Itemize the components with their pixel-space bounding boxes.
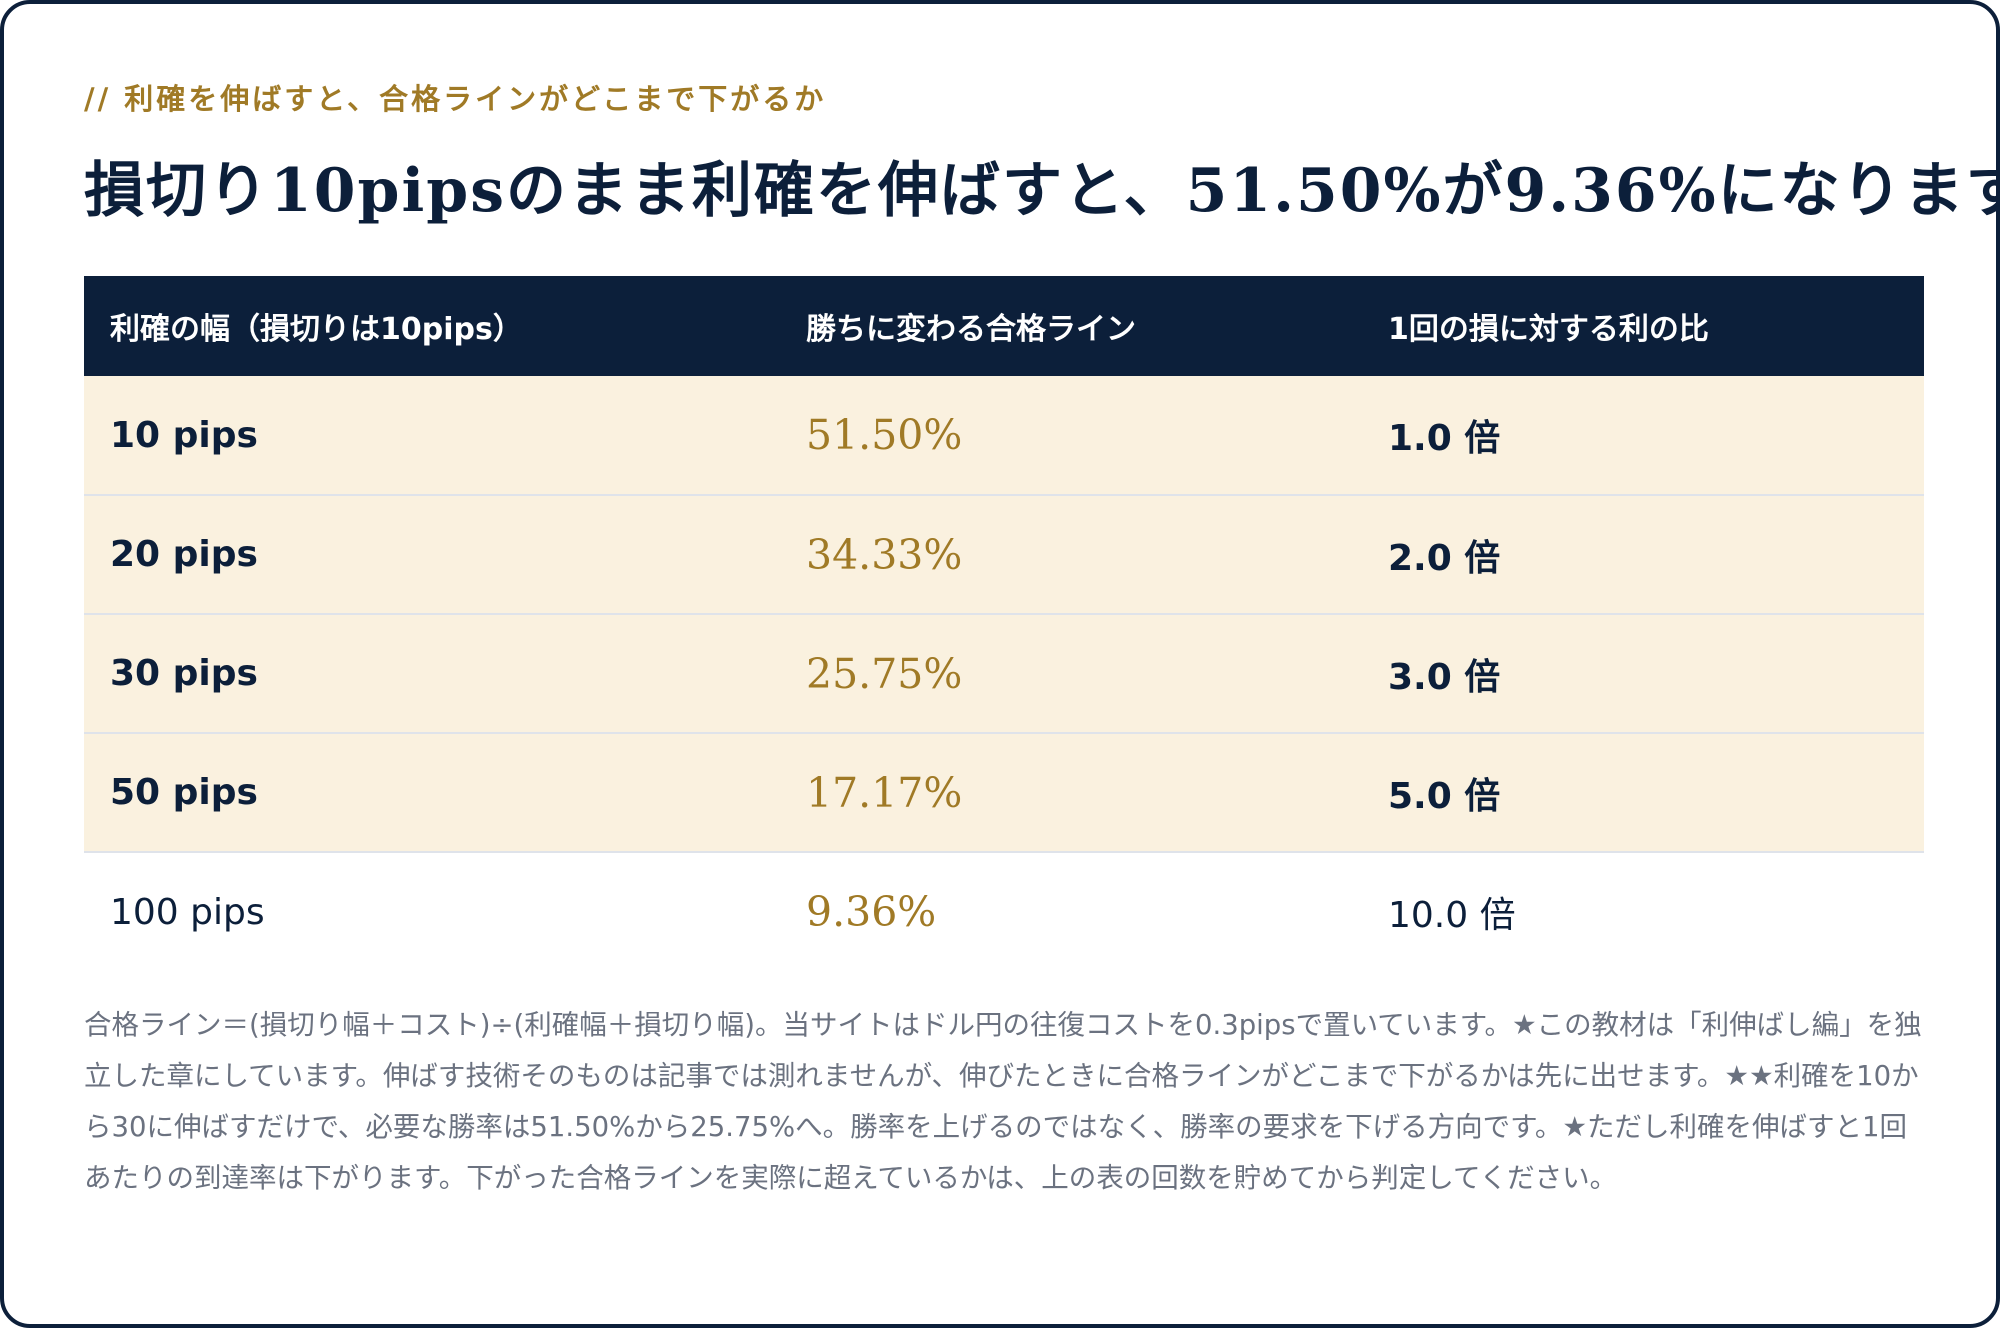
column-header-pass-line: 勝ちに変わる合格ライン [806, 312, 1136, 347]
pass-line-cell: 17.17% [806, 768, 963, 817]
pass-line-cell: 9.36% [806, 888, 937, 936]
pass-line-cell: 25.75% [806, 649, 963, 698]
ratio-cell: 1.0 倍 [1388, 418, 1501, 459]
ratio-cell: 10.0 倍 [1388, 895, 1516, 936]
take-profit-cell: 50 pips [110, 772, 258, 813]
table-row: 100 pips 9.36% 10.0 倍 [84, 852, 1924, 971]
footnote: 合格ライン＝(損切り幅＋コスト)÷(利確幅＋損切り幅)。当サイトはドル円の往復コ… [84, 1009, 1922, 1194]
take-profit-cell: 20 pips [110, 534, 258, 575]
table-header-row: 利確の幅（損切りは10pips） 勝ちに変わる合格ライン 1回の損に対する利の比 [84, 276, 1924, 376]
table-row: 20 pips 34.33% 2.0 倍 [84, 495, 1924, 614]
table-row: 50 pips 17.17% 5.0 倍 [84, 733, 1924, 852]
column-header-ratio: 1回の損に対する利の比 [1388, 312, 1709, 347]
column-header-take-profit: 利確の幅（損切りは10pips） [110, 312, 523, 347]
take-profit-cell: 30 pips [110, 653, 258, 694]
take-profit-cell: 10 pips [110, 414, 258, 456]
ratio-cell: 5.0 倍 [1388, 775, 1501, 817]
ratio-cell: 2.0 倍 [1388, 537, 1501, 579]
page-title: 損切り10pipsのまま利確を伸ばすと、51.50%が9.36%になります [84, 156, 2000, 226]
take-profit-table: 利確の幅（損切りは10pips） 勝ちに変わる合格ライン 1回の損に対する利の比… [84, 276, 1924, 971]
table-row: 10 pips 51.50% 1.0 倍 [84, 376, 1924, 495]
table-row: 30 pips 25.75% 3.0 倍 [84, 614, 1924, 733]
pass-line-cell: 34.33% [806, 530, 963, 579]
pass-line-cell: 51.50% [806, 411, 963, 459]
take-profit-cell: 100 pips [110, 891, 265, 933]
section-eyebrow: // 利確を伸ばすと、合格ラインがどこまで下がるか [84, 82, 827, 116]
ratio-cell: 3.0 倍 [1388, 656, 1501, 698]
